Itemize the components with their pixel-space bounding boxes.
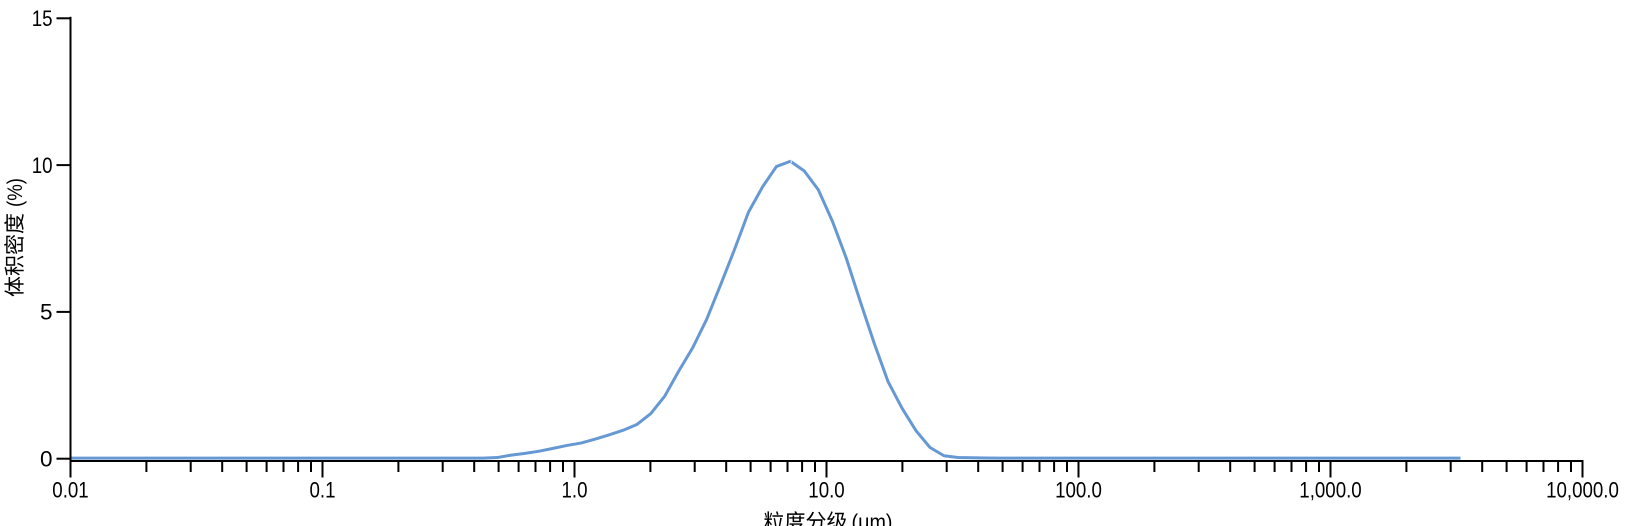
svg-text:15: 15 bbox=[32, 6, 53, 31]
svg-text:5: 5 bbox=[40, 300, 53, 325]
svg-text:10: 10 bbox=[32, 153, 53, 178]
svg-text:1,000.0: 1,000.0 bbox=[1299, 478, 1361, 503]
svg-text:10,000.0: 10,000.0 bbox=[1546, 478, 1619, 503]
svg-text:1.0: 1.0 bbox=[562, 478, 588, 503]
svg-text:0.01: 0.01 bbox=[52, 478, 88, 503]
svg-text:(μm): (μm) bbox=[852, 511, 893, 526]
svg-text:(%): (%) bbox=[4, 178, 27, 207]
svg-text:0.1: 0.1 bbox=[310, 478, 336, 503]
svg-text:10.0: 10.0 bbox=[808, 478, 844, 503]
svg-text:100.0: 100.0 bbox=[1055, 478, 1102, 503]
svg-text:0: 0 bbox=[40, 446, 53, 471]
